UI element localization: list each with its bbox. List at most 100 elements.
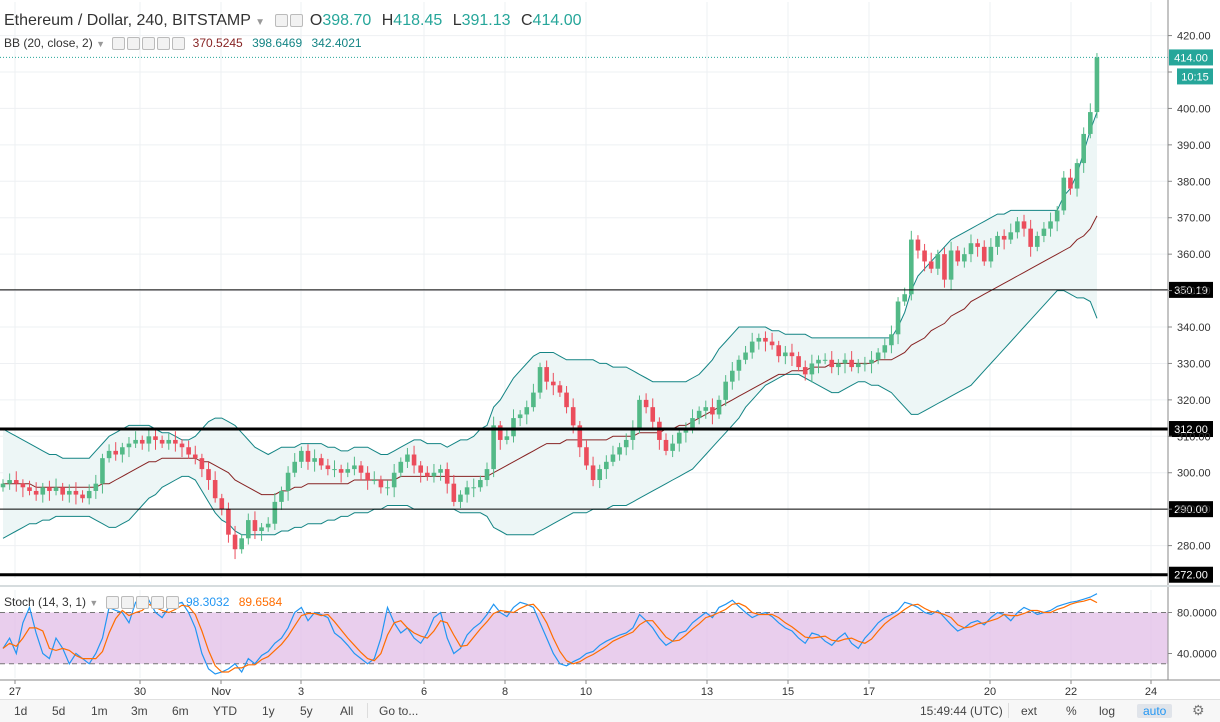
bb-basis-line — [3, 215, 1098, 496]
candle-body — [882, 345, 888, 353]
candle-body — [776, 345, 782, 357]
candle-body — [544, 367, 549, 382]
stoch-label[interactable]: Stoch (14, 3, 1) — [4, 595, 87, 609]
gear-icon[interactable]: ⚙ — [1192, 702, 1205, 718]
candle-body — [153, 436, 158, 440]
log-toggle[interactable]: log — [1099, 704, 1116, 718]
eye-icon[interactable] — [105, 596, 119, 610]
candle-body — [458, 494, 463, 502]
candle-body — [948, 250, 954, 280]
candle-body — [955, 250, 961, 262]
price-badge-label: 414.00 — [1174, 52, 1208, 64]
candle-body — [7, 480, 12, 484]
candle-body — [391, 472, 397, 488]
candle-body — [643, 399, 649, 408]
range-1y[interactable]: 1y — [262, 704, 275, 718]
candle-body — [1034, 235, 1040, 247]
close-icon[interactable] — [172, 37, 186, 51]
auto-toggle[interactable]: auto — [1137, 704, 1173, 718]
candle-body — [146, 436, 152, 444]
candle-body — [312, 458, 317, 462]
candle-body — [657, 421, 662, 440]
candle-body — [371, 480, 377, 482]
candle-body — [842, 359, 848, 364]
y-tick-label: 280.00 — [1177, 541, 1211, 553]
x-tick-label: 15 — [782, 686, 794, 698]
range-5y[interactable]: 5y — [300, 704, 313, 718]
more-icon[interactable] — [157, 37, 171, 51]
bb-label[interactable]: BB (20, close, 2) — [4, 36, 93, 50]
eye-icon[interactable] — [275, 14, 289, 28]
range-all[interactable]: All — [340, 704, 354, 718]
level-label: 350.19 — [1174, 285, 1208, 297]
range-ytd[interactable]: YTD — [213, 704, 237, 718]
candle-body — [67, 490, 72, 495]
candle-body — [511, 418, 516, 437]
more-icon[interactable] — [150, 596, 164, 610]
candle-body — [683, 429, 689, 433]
candle-body — [981, 246, 987, 262]
candle-body — [232, 534, 238, 550]
chevron-down-icon[interactable]: ▼ — [96, 39, 105, 49]
chart-canvas[interactable]: 350.19 312.00 290.00 272.00 280.00 290.00 300… — [0, 0, 1220, 700]
candle-body — [166, 439, 172, 444]
candle-body — [318, 458, 324, 466]
candle-body — [783, 352, 788, 357]
level-badge — [1169, 421, 1213, 438]
settings-icon[interactable] — [142, 37, 156, 51]
candle-body — [252, 520, 258, 532]
bottom-toolbar: 1d 5d 1m 3m 6m YTD 1y 5y All Go to... 15… — [0, 699, 1220, 722]
candle-body — [1054, 210, 1060, 222]
candle-body — [405, 454, 410, 462]
stoch-tick-label: 40.0000 — [1177, 649, 1217, 661]
symbol-title[interactable]: Ethereum / Dollar, 240, BITSTAMP — [4, 12, 251, 29]
bollinger-bands — [2, 111, 1098, 539]
x-tick-label: 20 — [984, 686, 996, 698]
y-tick-label: 300.00 — [1177, 468, 1211, 480]
candle-body — [179, 443, 185, 448]
candle-body — [100, 458, 105, 484]
range-1m[interactable]: 1m — [91, 704, 108, 718]
goto-button[interactable]: Go to... — [379, 704, 419, 718]
horizontal-levels[interactable]: 350.19 312.00 290.00 272.00 — [0, 56, 1213, 583]
candle-body — [86, 490, 92, 499]
candle-body — [133, 439, 138, 444]
bb-lower-value: 342.4021 — [311, 36, 362, 50]
candle-body — [338, 469, 344, 473]
candle-body — [20, 483, 26, 488]
gear-icon[interactable] — [120, 596, 134, 610]
x-tick-label: 10 — [580, 686, 592, 698]
bb-lower-line — [2, 290, 1098, 539]
candle-body — [484, 469, 490, 481]
chevron-down-icon[interactable]: ▼ — [89, 598, 99, 608]
candle-body — [710, 407, 715, 415]
range-5d[interactable]: 5d — [52, 704, 66, 718]
countdown-badge-label: 10:15 — [1181, 71, 1209, 83]
clock-time[interactable]: 15:49:44 (UTC) — [920, 704, 1003, 718]
eye-icon[interactable] — [112, 37, 126, 51]
range-6m[interactable]: 6m — [172, 704, 189, 718]
percent-toggle[interactable]: % — [1066, 704, 1077, 718]
close-icon[interactable] — [165, 596, 179, 610]
candle-body — [637, 399, 642, 430]
candle-body — [332, 469, 337, 471]
ext-toggle[interactable]: ext — [1021, 704, 1038, 718]
candle-body — [1048, 221, 1053, 229]
candle-body — [604, 461, 609, 470]
gear-icon[interactable] — [290, 14, 304, 28]
gear-icon[interactable] — [127, 37, 141, 51]
range-3m[interactable]: 3m — [131, 704, 148, 718]
candle-body — [670, 443, 675, 451]
candle-body — [431, 472, 437, 477]
candle-body — [1021, 221, 1027, 229]
candle-body — [875, 352, 881, 360]
settings-icon[interactable] — [135, 596, 149, 610]
chevron-down-icon[interactable]: ▼ — [255, 17, 265, 28]
bb-upper-value: 398.6469 — [252, 36, 303, 50]
candle-body — [537, 367, 543, 393]
time-axis[interactable]: 27 30 Nov 3 6 8 10 13 15 17 20 22 24 — [0, 679, 1220, 698]
candle-body — [272, 501, 278, 524]
range-1d[interactable]: 1d — [14, 704, 28, 718]
price-axis[interactable]: 280.00 290.00 300.00 310.00 320.00 330.00 340.… — [0, 0, 1220, 680]
open-label: O — [309, 12, 323, 29]
